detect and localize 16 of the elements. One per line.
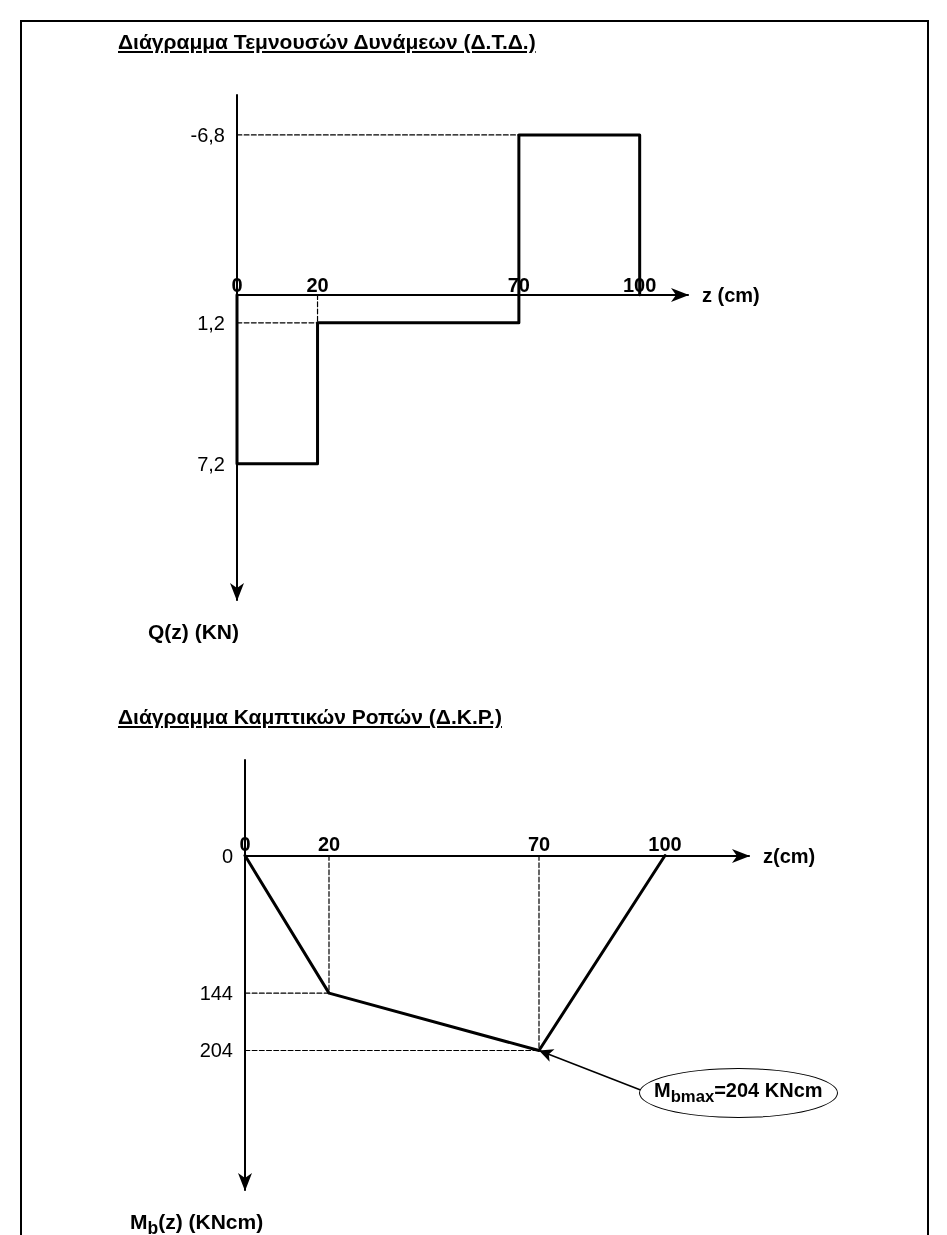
x-tick-label: 20 <box>306 273 329 296</box>
y-tick-label: 204 <box>199 1039 233 1062</box>
y-tick-label: 7,2 <box>197 452 225 475</box>
chart-title: Διάγραμμα Καμπτικών Ροπών (Δ.Κ.Ρ.) <box>118 705 502 729</box>
x-tick-label: 70 <box>527 832 551 855</box>
x-tick-label: 100 <box>648 832 682 855</box>
y-tick-label: 144 <box>199 982 233 1005</box>
y-axis-title: Q(z) (KN) <box>148 620 239 644</box>
x-tick-label: 20 <box>317 832 341 855</box>
chart-title: Διάγραμμα Τεμνουσών Δυνάμεων (Δ.Τ.Δ.) <box>118 30 536 54</box>
y-axis-title: M$_{b}$(z) (KNcm) <box>130 1210 264 1235</box>
ellipse-callout: M$_{bmax}$=204 KNcm <box>639 1068 838 1119</box>
y-tick-label: 1,2 <box>197 311 225 334</box>
x-axis-title: z (cm) <box>702 283 760 306</box>
x-axis-title: z(cm) <box>763 844 816 867</box>
y-tick-label: -6,8 <box>190 123 225 146</box>
